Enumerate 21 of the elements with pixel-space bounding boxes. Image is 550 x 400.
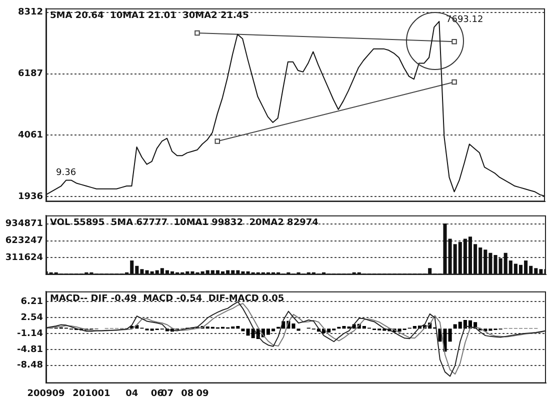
x-tick-label: 08 (181, 388, 194, 399)
y-tick-label: 6.21 (20, 297, 43, 308)
annotation: VOL 55895 5MA 67777 10MA1 99832 20MA2 82974 (50, 218, 318, 228)
y-tick-label: 6187 (18, 69, 43, 80)
y-tick-label: -1.14 (17, 328, 43, 339)
y-tick-label: 1936 (18, 192, 43, 202)
annotation: 9.36 (56, 168, 76, 178)
y-tick-label: 2.54 (20, 312, 43, 323)
x-tick-label: 201001 (72, 388, 110, 399)
y-tick-label: 8312 (18, 8, 43, 18)
y-tick-label: 4061 (18, 130, 43, 140)
annotation: 5MA 20.64 10MA1 21.01 30MA2 21.45 (50, 11, 249, 22)
y-tick-label: 311624 (5, 253, 43, 264)
x-tick-label: 04 (126, 388, 138, 399)
y-tick-label: 934871 (5, 219, 43, 230)
y-tick-label: -8.48 (17, 360, 43, 371)
annotation: MACD-- DIF -0.49 MACD -0.54 DIF-MACD 0.05 (50, 294, 284, 304)
y-tick-label: -4.81 (17, 344, 43, 355)
x-tick-label: 09 (196, 388, 209, 399)
x-tick-label: 200909 (27, 388, 65, 399)
y-tick-label: 623247 (5, 236, 43, 246)
